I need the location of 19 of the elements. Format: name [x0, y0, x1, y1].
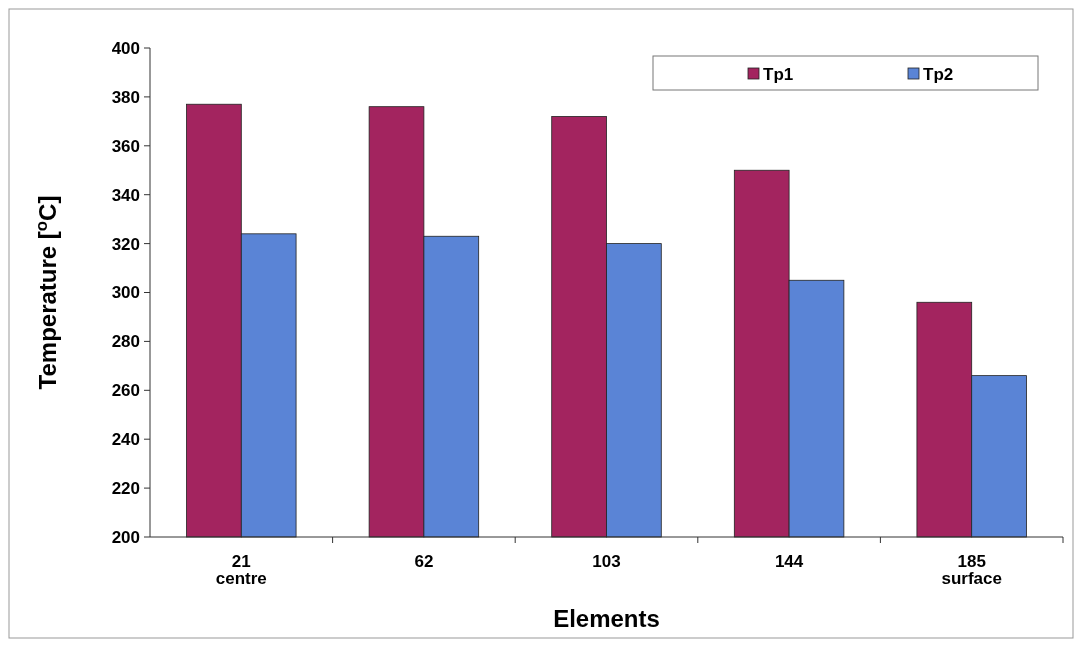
y-tick-label: 400 [111, 38, 140, 58]
y-tick-label: 200 [111, 527, 140, 547]
y-tick-label: 260 [111, 381, 140, 401]
x-tick-label: 185 surface [941, 552, 1002, 588]
y-tick-label: 300 [111, 283, 140, 303]
y-tick-label: 320 [111, 234, 140, 254]
y-tick-label: 240 [111, 430, 140, 450]
y-tick-label: 380 [111, 87, 140, 107]
legend-label: Tp1 [763, 64, 794, 84]
legend-label: Tp2 [923, 64, 954, 84]
x-tick-label: 144 [774, 552, 804, 571]
x-tick-label: 62 [414, 552, 434, 571]
y-tick-label: 360 [111, 136, 140, 156]
x-tick-label: 21 centre [215, 552, 267, 588]
y-tick-label: 340 [111, 185, 140, 205]
y-tick-label: 280 [111, 332, 140, 352]
y-tick-label: 220 [111, 479, 140, 499]
x-tick-label: 103 [592, 552, 621, 571]
x-axis-title: Elements [553, 605, 660, 632]
